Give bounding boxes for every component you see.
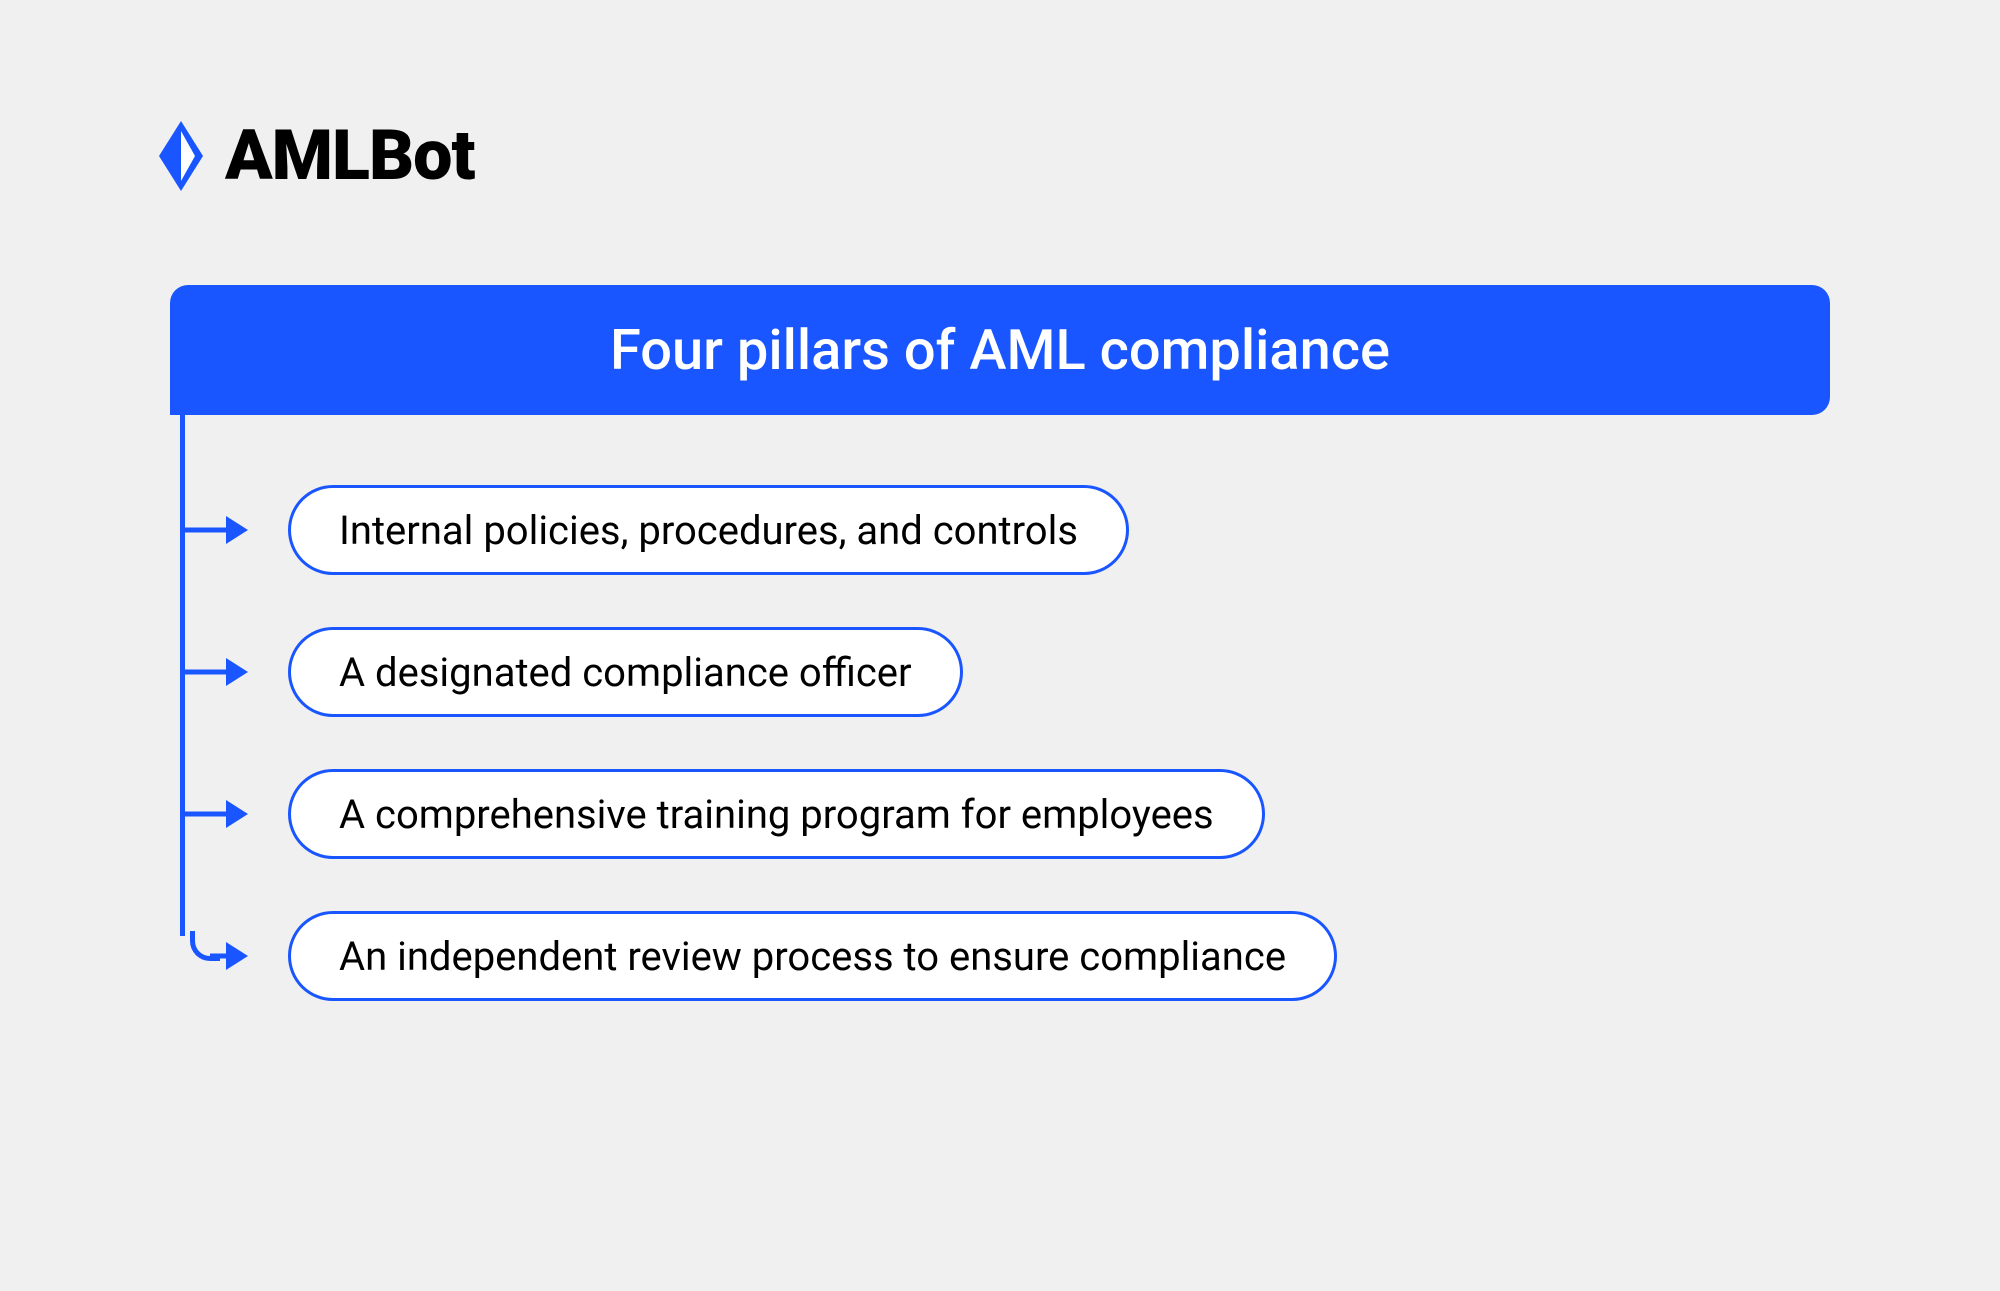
arrow-right-icon (226, 516, 248, 544)
pillar-label: An independent review process to ensure … (339, 933, 1286, 980)
pillar-label: A designated compliance officer (339, 649, 912, 696)
amlbot-diamond-icon (155, 119, 207, 193)
arrow-right-icon (226, 942, 248, 970)
pillar-box: Internal policies, procedures, and contr… (288, 485, 1129, 575)
pillar-label: A comprehensive training program for emp… (339, 791, 1214, 838)
arrow-right-icon (226, 658, 248, 686)
arrow-right-icon (226, 800, 248, 828)
brand-logo: AMLBot (155, 115, 475, 197)
pillar-row: Internal policies, procedures, and contr… (180, 485, 1830, 575)
pillar-row: An independent review process to ensure … (180, 911, 1830, 1001)
diagram-title-bar: Four pillars of AML compliance (170, 285, 1830, 415)
brand-name: AMLBot (225, 115, 475, 197)
diagram-title: Four pillars of AML compliance (610, 317, 1390, 383)
pillar-row: A comprehensive training program for emp… (180, 769, 1830, 859)
pillars-diagram: Four pillars of AML compliance Internal … (170, 285, 1830, 1001)
pillar-label: Internal policies, procedures, and contr… (339, 507, 1078, 554)
pillar-box: A designated compliance officer (288, 627, 963, 717)
pillar-row: A designated compliance officer (180, 627, 1830, 717)
pillar-box: A comprehensive training program for emp… (288, 769, 1265, 859)
pillar-box: An independent review process to ensure … (288, 911, 1337, 1001)
pillars-list: Internal policies, procedures, and contr… (170, 415, 1830, 1001)
